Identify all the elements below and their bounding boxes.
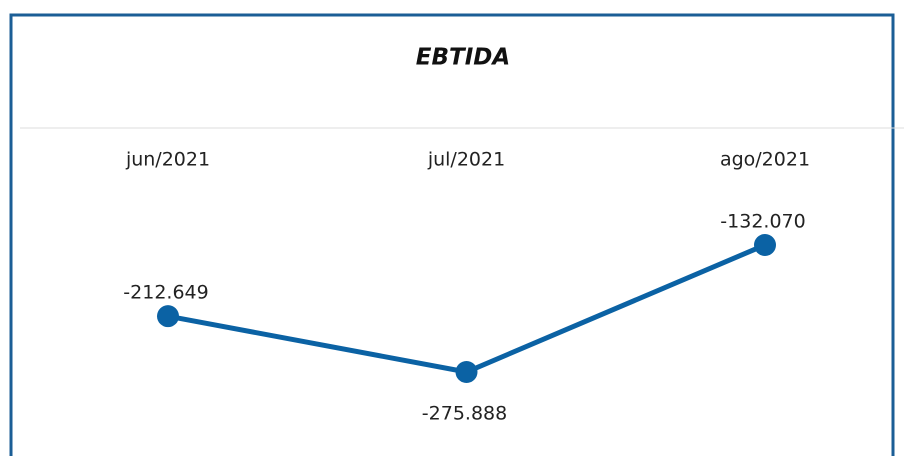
line	[167, 242, 766, 375]
point	[754, 234, 776, 256]
point	[157, 305, 179, 328]
data-label: -275.888	[422, 403, 507, 425]
data-label: -212.649	[123, 282, 208, 304]
x-tick-label: jun/2021	[125, 149, 210, 171]
x-tick-label: jul/2021	[427, 149, 505, 171]
frame	[9, 13, 895, 456]
data-label: -132.070	[720, 211, 805, 233]
point	[455, 361, 478, 383]
chart-title: EBTIDA	[416, 45, 510, 71]
x-tick-label: ago/2021	[720, 149, 810, 171]
